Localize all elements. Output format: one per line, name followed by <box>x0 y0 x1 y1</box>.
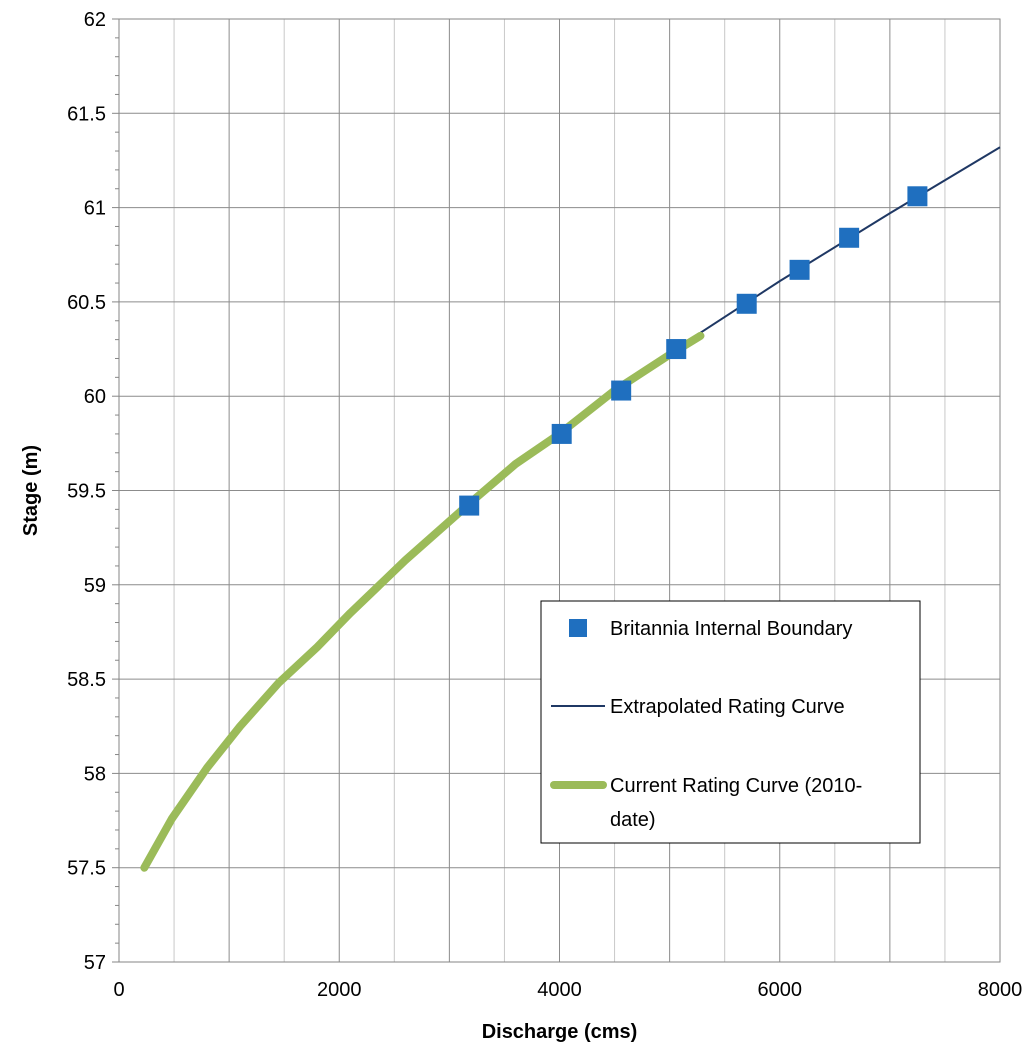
y-tick-label: 57 <box>84 952 106 974</box>
current-rating-curve-line <box>140 331 705 872</box>
britannia-boundary-point <box>907 186 928 207</box>
y-tick-label: 58 <box>84 763 106 785</box>
y-axis-title: Stage (m) <box>20 445 42 536</box>
x-tick-label: 4000 <box>537 979 582 1001</box>
y-tick-label: 62 <box>84 9 106 31</box>
x-axis-title: Discharge (cms) <box>482 1021 638 1043</box>
legend-items: Britannia Internal Boundary Extrapolated … <box>550 618 862 831</box>
britannia-boundary-point <box>459 495 480 516</box>
legend-label-current-line2: date) <box>610 809 656 831</box>
legend: Britannia Internal Boundary Extrapolated … <box>540 600 921 844</box>
y-tick-label: 59.5 <box>67 481 106 503</box>
y-tick-label: 61.5 <box>67 103 106 125</box>
legend-label-extrapolated: Extrapolated Rating Curve <box>610 696 845 718</box>
legend-label-current-line1: Current Rating Curve (2010- <box>610 775 862 797</box>
y-axis-minor-ticks <box>112 18 119 963</box>
y-axis-tick-labels: 57 57.5 58 58.5 59 59.5 60 60.5 61 61.5 62 <box>67 9 106 974</box>
x-tick-label: 8000 <box>978 979 1023 1001</box>
series-layer <box>140 146 1001 872</box>
y-tick-label: 61 <box>84 198 106 220</box>
britannia-boundary-point <box>611 380 632 401</box>
britannia-boundary-point <box>666 339 687 360</box>
y-tick-label: 60 <box>84 386 106 408</box>
britannia-boundary-point <box>789 259 810 280</box>
britannia-boundary-point <box>736 293 757 314</box>
x-tick-label: 6000 <box>758 979 803 1001</box>
y-tick-label: 60.5 <box>67 292 106 314</box>
y-tick-label: 58.5 <box>67 669 106 691</box>
x-axis-tick-labels: 0 2000 4000 6000 8000 <box>113 979 1022 1001</box>
legend-label-britannia: Britannia Internal Boundary <box>610 618 852 640</box>
y-tick-label: 57.5 <box>67 858 106 880</box>
x-tick-label: 2000 <box>317 979 362 1001</box>
legend-marker-britannia <box>569 619 587 637</box>
y-tick-label: 59 <box>84 575 106 597</box>
britannia-boundary-point <box>551 423 572 444</box>
x-tick-label: 0 <box>113 979 124 1001</box>
britannia-boundary-point <box>839 227 860 248</box>
legend-box <box>540 600 921 844</box>
